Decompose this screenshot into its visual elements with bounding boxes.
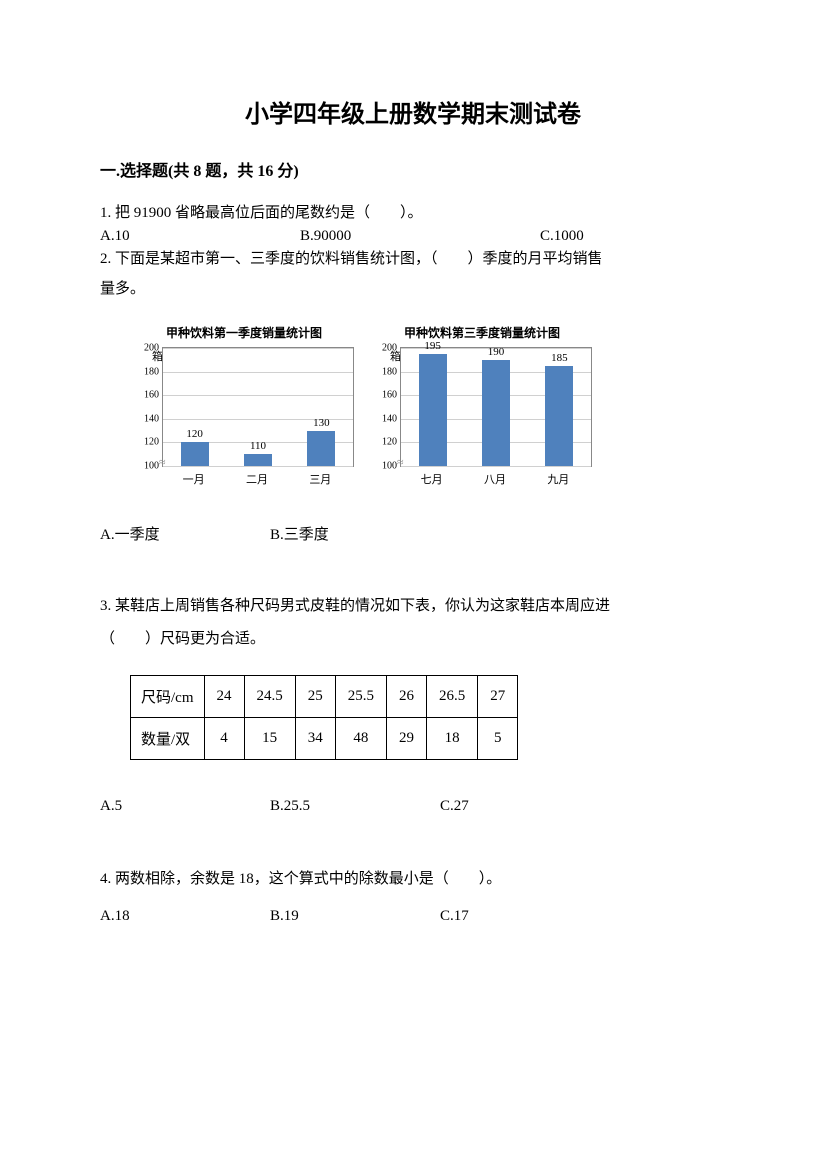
q1-option-a[interactable]: A.10 xyxy=(100,228,300,245)
cell: 5 xyxy=(478,717,518,759)
cell: 25 xyxy=(295,675,335,717)
chart-q1-sales: 甲种饮料第一季度销量统计图箱100120140160180200≈1201101… xyxy=(134,324,354,487)
row1-head: 尺码/cm xyxy=(131,675,205,717)
chart-bar: 190 xyxy=(482,360,510,466)
question-3-line1: 3. 某鞋店上周销售各种尺码男式皮鞋的情况如下表，你认为这家鞋店本周应进 xyxy=(100,592,726,621)
q1-option-c[interactable]: C.1000 xyxy=(540,228,726,245)
cell: 15 xyxy=(244,717,295,759)
q1-option-b[interactable]: B.90000 xyxy=(300,228,540,245)
chart-plot-area: 100120140160180200≈120110130 xyxy=(162,347,354,467)
q3-option-a[interactable]: A.5 xyxy=(100,798,270,815)
page-title: 小学四年级上册数学期末测试卷 xyxy=(100,94,726,129)
bar-value-label: 190 xyxy=(488,346,505,358)
q2-charts: 甲种饮料第一季度销量统计图箱100120140160180200≈1201101… xyxy=(134,324,726,487)
y-tick-label: 120 xyxy=(144,437,159,448)
x-tick-label: 七月 xyxy=(421,471,443,487)
y-tick-label: 200 xyxy=(144,343,159,354)
cell: 4 xyxy=(204,717,244,759)
y-tick-label: 140 xyxy=(382,413,397,424)
x-tick-label: 八月 xyxy=(484,471,506,487)
grid-line xyxy=(401,466,591,467)
chart-q3-sales: 甲种饮料第三季度销量统计图箱100120140160180200≈1951901… xyxy=(372,324,592,487)
question-3-line2: （ ）尺码更为合适。 xyxy=(100,621,726,657)
bar-value-label: 130 xyxy=(313,417,330,429)
grid-line xyxy=(163,372,353,373)
question-2-options: A.一季度 B.三季度 xyxy=(100,523,726,544)
section-1-heading: 一.选择题(共 8 题，共 16 分) xyxy=(100,157,726,181)
cell: 48 xyxy=(335,717,386,759)
cell: 18 xyxy=(427,717,478,759)
bar-value-label: 110 xyxy=(250,440,266,452)
y-tick-label: 180 xyxy=(144,366,159,377)
exam-page: 小学四年级上册数学期末测试卷 一.选择题(共 8 题，共 16 分) 1. 把 … xyxy=(0,0,826,1169)
grid-line xyxy=(163,466,353,467)
question-2-line2: 量多。 xyxy=(100,273,726,306)
y-tick-label: 160 xyxy=(144,390,159,401)
chart-bar: 110 xyxy=(244,454,272,466)
chart-bar: 195 xyxy=(419,354,447,466)
cell: 24 xyxy=(204,675,244,717)
q3-table: 尺码/cm 24 24.5 25 25.5 26 26.5 27 数量/双 4 … xyxy=(130,675,518,760)
y-tick-label: 100 xyxy=(144,461,159,472)
x-axis-labels: 七月 八月 九月 xyxy=(400,471,590,487)
chart-title: 甲种饮料第一季度销量统计图 xyxy=(134,324,354,341)
q4-option-a[interactable]: A.18 xyxy=(100,908,270,925)
chart-bar: 120 xyxy=(181,442,209,466)
grid-line xyxy=(163,348,353,349)
chart-bar: 185 xyxy=(545,366,573,466)
question-2-line1: 2. 下面是某超市第一、三季度的饮料销售统计图，（ ）季度的月平均销售 xyxy=(100,245,726,274)
chart-plot-area: 100120140160180200≈195190185 xyxy=(400,347,592,467)
x-tick-label: 九月 xyxy=(547,471,569,487)
chart-bar: 130 xyxy=(307,431,335,466)
question-1-options: A.10 B.90000 C.1000 xyxy=(100,228,726,245)
q2-option-a[interactable]: A.一季度 xyxy=(100,523,270,544)
x-tick-label: 二月 xyxy=(246,471,268,487)
axis-break-icon: ≈ xyxy=(397,458,404,466)
y-tick-label: 120 xyxy=(382,437,397,448)
cell: 34 xyxy=(295,717,335,759)
q2-option-b[interactable]: B.三季度 xyxy=(270,523,329,544)
table-row: 尺码/cm 24 24.5 25 25.5 26 26.5 27 xyxy=(131,675,518,717)
chart-title: 甲种饮料第三季度销量统计图 xyxy=(372,324,592,341)
cell: 29 xyxy=(387,717,427,759)
q3-option-b[interactable]: B.25.5 xyxy=(270,798,440,815)
x-tick-label: 一月 xyxy=(183,471,205,487)
q4-option-b[interactable]: B.19 xyxy=(270,908,440,925)
y-tick-label: 200 xyxy=(382,343,397,354)
x-tick-label: 三月 xyxy=(309,471,331,487)
question-4-options: A.18 B.19 C.17 xyxy=(100,908,726,925)
cell: 26 xyxy=(387,675,427,717)
cell: 25.5 xyxy=(335,675,386,717)
cell: 26.5 xyxy=(427,675,478,717)
q4-option-c[interactable]: C.17 xyxy=(440,908,469,925)
bar-value-label: 185 xyxy=(551,352,568,364)
cell: 27 xyxy=(478,675,518,717)
question-1: 1. 把 91900 省略最高位后面的尾数约是（ ）。 xyxy=(100,199,726,228)
axis-break-icon: ≈ xyxy=(159,458,166,466)
cell: 24.5 xyxy=(244,675,295,717)
q3-option-c[interactable]: C.27 xyxy=(440,798,469,815)
question-4: 4. 两数相除，余数是 18，这个算式中的除数最小是（ ）。 xyxy=(100,863,726,896)
y-tick-label: 140 xyxy=(144,413,159,424)
question-3-options: A.5 B.25.5 C.27 xyxy=(100,798,726,815)
bar-value-label: 120 xyxy=(186,428,203,440)
row2-head: 数量/双 xyxy=(131,717,205,759)
y-tick-label: 160 xyxy=(382,390,397,401)
bar-value-label: 195 xyxy=(424,340,441,352)
y-tick-label: 180 xyxy=(382,366,397,377)
y-tick-label: 100 xyxy=(382,461,397,472)
table-row: 数量/双 4 15 34 48 29 18 5 xyxy=(131,717,518,759)
grid-line xyxy=(163,395,353,396)
x-axis-labels: 一月 二月 三月 xyxy=(162,471,352,487)
